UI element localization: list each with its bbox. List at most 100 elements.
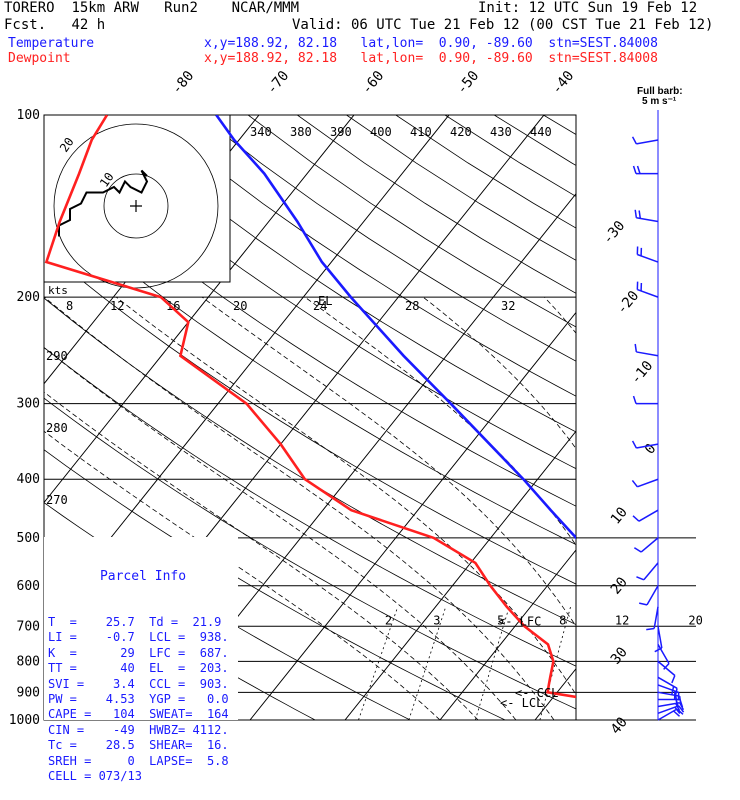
- speed-scale-label: 32: [501, 299, 515, 313]
- parcel-info-row: CELL = 073/13: [48, 769, 238, 784]
- wind-barb: [637, 479, 658, 487]
- speed-scale-label: 8: [66, 299, 73, 313]
- wind-barb: [644, 563, 658, 580]
- temperature-profile: [216, 115, 673, 720]
- isotherm-label: -10: [628, 358, 657, 388]
- theta-left-label: 270: [46, 493, 68, 507]
- isotherm-label: 30: [608, 644, 631, 667]
- wind-barb: [641, 538, 658, 552]
- wind-barb: [658, 661, 675, 675]
- pressure-label: 400: [17, 472, 40, 487]
- theta-label: 340: [250, 125, 272, 139]
- wind-barb-flag: [634, 396, 636, 404]
- dry-adiabat-line: [445, 115, 740, 720]
- wind-barb: [636, 140, 658, 144]
- dry-adiabat-line: [593, 115, 740, 720]
- speed-scale-label: 12: [110, 299, 124, 313]
- mixing-ratio-label: 3: [433, 613, 440, 627]
- wind-barb-flag: [676, 695, 677, 703]
- speed-scale-unit: kts: [48, 284, 68, 297]
- speed-scale-label: 16: [166, 299, 180, 313]
- pressure-label: 600: [17, 579, 40, 594]
- theta-label: 440: [530, 125, 552, 139]
- isotherm-label: 20: [608, 574, 631, 597]
- wind-barb-flag: [646, 628, 654, 629]
- wind-barb-flag: [635, 210, 636, 218]
- moist-adiabat-line: [423, 297, 706, 720]
- dry-adiabat-line: [543, 115, 740, 720]
- pressure-label: 100: [17, 108, 40, 123]
- pressure-label: 800: [17, 654, 40, 669]
- wind-barb-flag: [635, 344, 636, 352]
- isotherm-line: [725, 115, 740, 720]
- wind-barbs: [632, 110, 683, 720]
- theta-label: 390: [330, 125, 352, 139]
- wind-barb-flag: [672, 676, 675, 683]
- theta-label: 400: [370, 125, 392, 139]
- wind-barb-flag: [672, 686, 674, 694]
- pressure-label: 300: [17, 397, 40, 412]
- isotherm-label: -60: [359, 68, 388, 98]
- speed-scale-label: 28: [405, 299, 419, 313]
- isotherm-line: [250, 115, 734, 720]
- theta-left-label: 290: [46, 349, 68, 363]
- parcel-info-row: SVI = 3.4 CCL = 903.: [48, 677, 238, 692]
- level-marker-lcl: <- LCL: [500, 696, 543, 710]
- isotherm-label: 10: [608, 504, 631, 527]
- parcel-info-row: Tc = 28.5 SHEAR= 16.: [48, 738, 238, 753]
- wind-barb-flag: [633, 516, 639, 521]
- dry-adiabat-line: [494, 115, 740, 720]
- wind-barb: [636, 352, 658, 356]
- theta-label: 410: [410, 125, 432, 139]
- pressure-label: 200: [17, 290, 40, 305]
- parcel-info-row: LI = -0.7 LCL = 938.: [48, 630, 238, 645]
- isotherm-label: -70: [264, 68, 293, 98]
- wind-barb: [639, 510, 658, 521]
- parcel-info-row: K = 29 LFC = 687.: [48, 646, 238, 661]
- isotherm-label: 0: [642, 441, 660, 458]
- wind-barb-flag: [638, 166, 640, 174]
- barb-legend-units: 5 m s⁻¹: [642, 96, 677, 107]
- wind-barb: [654, 607, 658, 629]
- wind-barb: [658, 644, 669, 663]
- parcel-info-row: CAPE = 104 SWEAT= 164: [48, 707, 238, 722]
- theta-label: 420: [450, 125, 472, 139]
- parcel-info-row: CIN = -49 HWBZ= 4112.: [48, 723, 238, 738]
- dry-adiabat-line: [396, 115, 740, 720]
- wind-barb-flag: [639, 210, 640, 218]
- moist-adiabat-line: [202, 297, 630, 720]
- wind-barb-flag: [633, 137, 637, 144]
- wind-barb-flag: [634, 166, 636, 174]
- mixing-ratio-label: 12: [615, 613, 629, 627]
- dry-adiabat-line: [248, 115, 740, 720]
- dry-adiabat-line: [347, 115, 740, 720]
- pressure-label: 700: [17, 619, 40, 634]
- parcel-info-row: SREH = 0 LAPSE= 5.8: [48, 754, 238, 769]
- pressure-label: 500: [17, 531, 40, 546]
- dry-adiabat-line: [297, 115, 740, 720]
- parcel-info-row: T = 25.7 Td = 21.9: [48, 615, 238, 630]
- isotherm-label: 40: [608, 714, 631, 737]
- mixing-ratio-label: 2: [385, 613, 392, 627]
- theta-label: 430: [490, 125, 512, 139]
- parcel-info-title: Parcel Info: [48, 569, 238, 584]
- wind-barb: [647, 586, 658, 605]
- wind-barb-flag: [632, 480, 637, 486]
- isotherm-label: -80: [169, 68, 198, 98]
- speed-scale-label: 20: [233, 299, 247, 313]
- isotherm-label: -50: [454, 68, 483, 98]
- isotherm-line: [440, 115, 740, 720]
- wind-barb-flag: [633, 441, 637, 448]
- level-marker-lfc: <- LFC: [498, 614, 541, 628]
- isotherm-label: -20: [614, 288, 643, 318]
- wind-barb-flag: [634, 548, 641, 552]
- isotherm-line: [345, 115, 740, 720]
- isotherm-line: [535, 115, 740, 720]
- pressure-label: 1000: [9, 713, 40, 728]
- theta-label: 380: [290, 125, 312, 139]
- level-marker-el: EL: [318, 294, 332, 308]
- pressure-label: 900: [17, 685, 40, 700]
- parcel-info-row: PW = 4.53 YGP = 0.0: [48, 692, 238, 707]
